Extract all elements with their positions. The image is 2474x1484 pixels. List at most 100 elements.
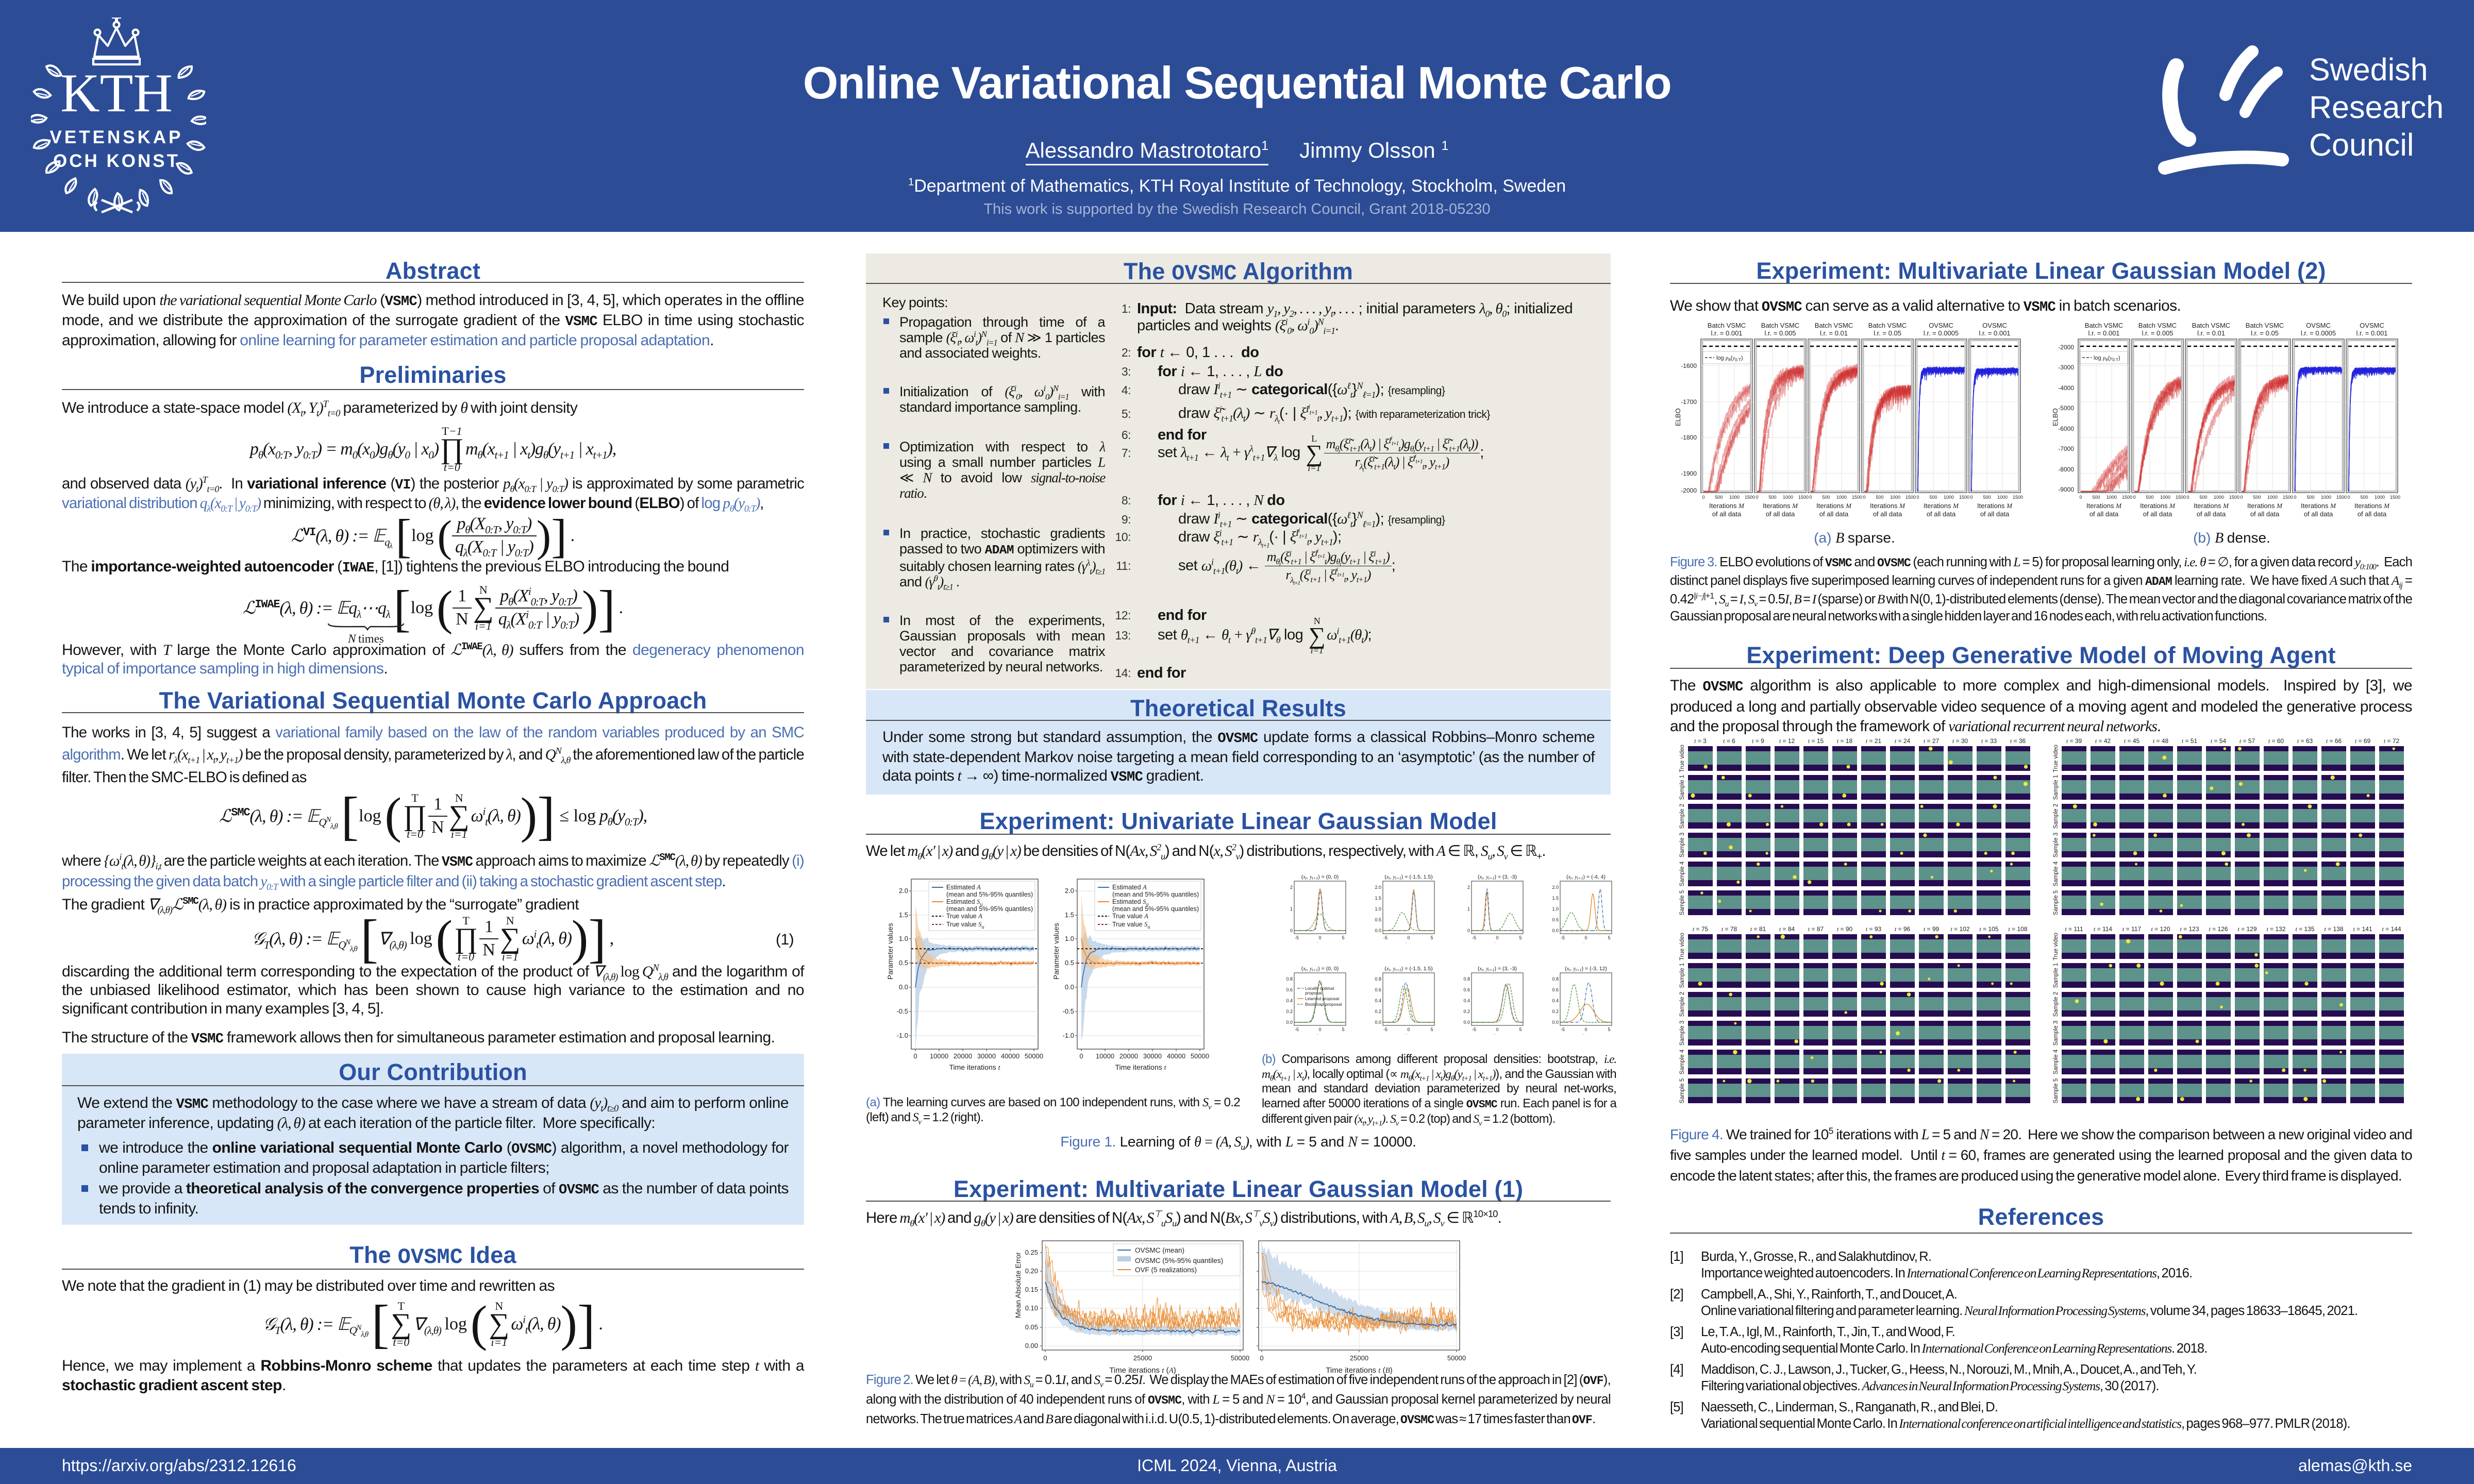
svg-text:Iterations M: Iterations M: [1709, 502, 1745, 510]
svg-text:50000: 50000: [1447, 1354, 1466, 1362]
svg-text:t = 90: t = 90: [1837, 925, 1853, 933]
svg-text:-4000: -4000: [2058, 384, 2074, 392]
svg-text:0: 0: [1407, 935, 1410, 940]
svg-text:5: 5: [1519, 1027, 1522, 1032]
svg-text:(xt, yt+1) = (3, -3): (xt, yt+1) = (3, -3): [1478, 966, 1517, 972]
svg-text:5: 5: [1342, 1027, 1344, 1032]
svg-text:OVSMC: OVSMC: [2360, 322, 2384, 329]
svg-text:0: 0: [1318, 935, 1321, 940]
svg-text:-5: -5: [1295, 935, 1299, 940]
svg-text:0.8: 0.8: [1375, 976, 1381, 982]
svg-text:Iterations M: Iterations M: [1870, 502, 1905, 510]
svg-text:0: 0: [1290, 928, 1293, 933]
svg-text:Batch VSMC: Batch VSMC: [2138, 322, 2177, 329]
svg-text:1500: 1500: [1905, 495, 1916, 500]
svg-text:1500: 1500: [2013, 495, 2023, 500]
svg-text:of all data: of all data: [1980, 510, 2010, 518]
svg-text:1.0: 1.0: [1065, 935, 1074, 942]
svg-text:Sample 5: Sample 5: [1679, 890, 1685, 916]
svg-text:Sample 5: Sample 5: [2053, 890, 2059, 916]
svg-text:t = 135: t = 135: [2295, 925, 2314, 933]
svg-text:0.0: 0.0: [1552, 1020, 1559, 1025]
svg-text:1500: 1500: [2229, 495, 2239, 500]
svg-text:1000: 1000: [2160, 495, 2170, 500]
svg-text:0.0: 0.0: [1375, 928, 1381, 933]
svg-text:500: 500: [2306, 495, 2314, 500]
svg-text:1000: 1000: [1836, 495, 1847, 500]
svg-text:t = 57: t = 57: [2239, 737, 2255, 745]
svg-text:0.5: 0.5: [1552, 917, 1559, 922]
svg-text:(xt, yt+1) = (-4, 4): (xt, yt+1) = (-4, 4): [1566, 874, 1606, 881]
svg-text:True value A: True value A: [946, 913, 982, 920]
svg-text:1500: 1500: [2176, 495, 2186, 500]
svg-text:30000: 30000: [1143, 1052, 1162, 1060]
svg-text:-5: -5: [1383, 1027, 1388, 1032]
svg-text:500: 500: [2253, 495, 2261, 500]
svg-text:t = 15: t = 15: [1808, 737, 1824, 745]
svg-text:500: 500: [1929, 495, 1937, 500]
svg-text:xt+1: xt+1: [1582, 941, 1590, 943]
svg-text:0.0: 0.0: [1463, 1020, 1470, 1025]
svg-text:0.8: 0.8: [1286, 976, 1293, 982]
svg-text:l.r. = 0.005: l.r. = 0.005: [2142, 329, 2173, 337]
svg-text:1500: 1500: [2122, 495, 2132, 500]
svg-text:of all data: of all data: [2143, 510, 2172, 518]
svg-text:Time iterations t: Time iterations t: [949, 1063, 1000, 1072]
svg-text:-2000: -2000: [2058, 344, 2074, 351]
svg-text:1.0: 1.0: [1375, 906, 1381, 912]
svg-text:ELBO: ELBO: [1674, 408, 1682, 426]
svg-text:0: 0: [1756, 495, 1758, 500]
svg-text:0: 0: [1260, 1354, 1263, 1362]
svg-text:(mean and 5%-95% quantiles): (mean and 5%-95% quantiles): [1112, 891, 1199, 898]
svg-text:t = 3: t = 3: [1694, 737, 1707, 745]
svg-text:1000: 1000: [2214, 495, 2224, 500]
svg-text:Parameter values: Parameter values: [887, 923, 894, 980]
svg-text:40000: 40000: [1167, 1052, 1185, 1060]
svg-text:Iterations M: Iterations M: [1816, 502, 1852, 510]
svg-text:1000: 1000: [2107, 495, 2117, 500]
svg-text:t = 87: t = 87: [1808, 925, 1824, 933]
svg-text:0.4: 0.4: [1286, 998, 1293, 1003]
svg-text:l.r. = 0.001: l.r. = 0.001: [2088, 329, 2119, 337]
svg-text:t = 18: t = 18: [1837, 737, 1853, 745]
svg-text:t = 51: t = 51: [2182, 737, 2198, 745]
svg-text:of all data: of all data: [2197, 510, 2226, 518]
svg-text:500: 500: [1983, 495, 1991, 500]
svg-text:-2000: -2000: [1681, 487, 1697, 494]
svg-text:0: 0: [1863, 495, 1865, 500]
svg-text:t = 138: t = 138: [2324, 925, 2343, 933]
svg-text:20000: 20000: [1119, 1052, 1138, 1060]
svg-text:0.6: 0.6: [1463, 987, 1470, 992]
svg-text:t = 45: t = 45: [2124, 737, 2140, 745]
svg-text:5: 5: [1608, 935, 1610, 940]
svg-text:(mean and 5%-95% quantiles): (mean and 5%-95% quantiles): [946, 891, 1033, 898]
svg-text:10000: 10000: [930, 1052, 948, 1060]
svg-text:0: 0: [1407, 1027, 1410, 1032]
svg-text:t = 123: t = 123: [2180, 925, 2199, 933]
svg-text:Time iterations t: Time iterations t: [1115, 1063, 1166, 1072]
svg-text:2.0: 2.0: [1552, 885, 1559, 890]
svg-text:500: 500: [2360, 495, 2368, 500]
svg-text:Batch VSMC: Batch VSMC: [1761, 322, 1799, 329]
svg-text:t = 132: t = 132: [2266, 925, 2285, 933]
svg-text:-1700: -1700: [1681, 398, 1697, 406]
svg-text:25000: 25000: [1133, 1354, 1152, 1362]
svg-text:0: 0: [1584, 1027, 1587, 1032]
svg-text:Sample 1: Sample 1: [1679, 775, 1685, 800]
svg-text:OVF (5 realizations): OVF (5 realizations): [1135, 1266, 1197, 1274]
svg-text:1000: 1000: [1944, 495, 1954, 500]
svg-text:20000: 20000: [954, 1052, 972, 1060]
svg-text:0: 0: [2347, 495, 2350, 500]
svg-text:5: 5: [1430, 1027, 1433, 1032]
svg-text:-1600: -1600: [1681, 362, 1697, 369]
svg-text:l.r. = 0.01: l.r. = 0.01: [2197, 329, 2225, 337]
svg-text:-1900: -1900: [1681, 470, 1697, 477]
svg-text:KTH: KTH: [60, 63, 173, 123]
svg-text:0.6: 0.6: [1375, 987, 1381, 992]
svg-text:of all data: of all data: [1712, 510, 1742, 518]
svg-text:t = 39: t = 39: [2066, 737, 2082, 745]
svg-text:-1800: -1800: [1681, 434, 1697, 441]
svg-text:Swedish: Swedish: [2309, 52, 2428, 87]
svg-text:500: 500: [1822, 495, 1830, 500]
svg-text:t = 105: t = 105: [1979, 925, 1998, 933]
